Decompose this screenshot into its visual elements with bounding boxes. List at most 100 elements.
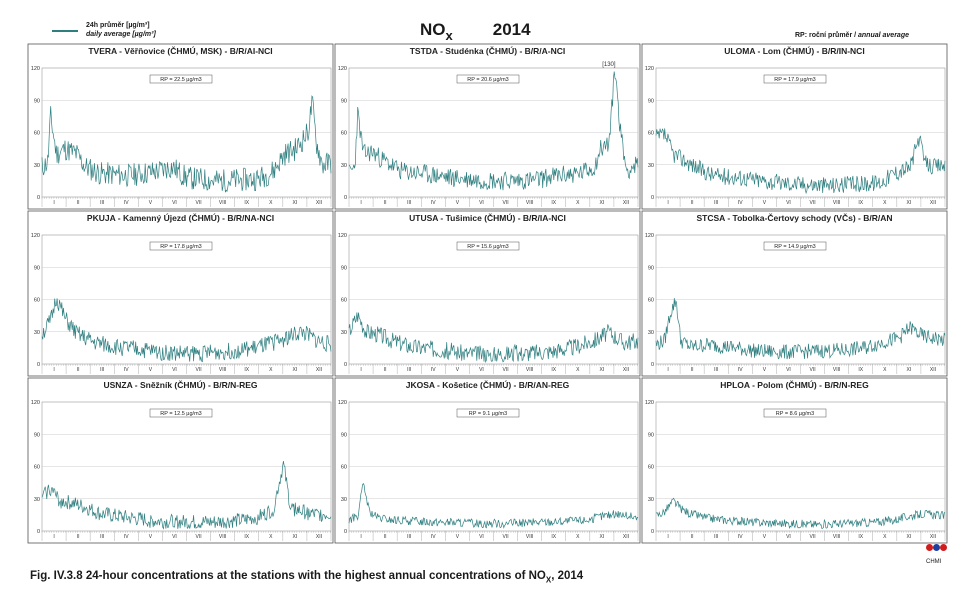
rp-label: RP = 12.5 µg/m3 (160, 411, 201, 417)
month-label: IX (551, 200, 556, 206)
month-label: I (360, 367, 361, 373)
month-label: V (149, 200, 153, 206)
y-tick-label: 60 (341, 298, 347, 304)
chart-panel-5: UTUSA - Tušimice (ČHMÚ) - B/R/IA-NCI 0 30 6… (334, 210, 641, 377)
month-label: VI (786, 367, 791, 373)
logo-dot-red-icon (926, 544, 933, 551)
y-tick-label: 120 (31, 66, 40, 72)
panel-frame (641, 377, 948, 544)
caption-prefix: Fig. IV.3.8 24-hour concentrations at th… (30, 570, 546, 582)
month-label: IV (431, 200, 436, 206)
panel-frame (641, 43, 948, 210)
month-label: II (384, 200, 387, 206)
y-tick-label: 90 (341, 98, 347, 104)
title-pollutant: NO (420, 20, 446, 39)
logo-dot-blue-icon (933, 544, 940, 551)
rp-note-cz: RP: roční průměr / (795, 32, 859, 39)
month-label: II (384, 367, 387, 373)
chart-title: USNZA - Sněžník (ČHMÚ) - B/R/N-REG (103, 379, 257, 390)
rp-box (763, 241, 827, 251)
rp-label: RP = 22.5 µg/m3 (160, 77, 201, 83)
month-label: V (456, 367, 460, 373)
chart-panel-3: ULOMA - Lom (ČHMÚ) - B/R/IN-NCI 0 30 60 90 12… (641, 43, 948, 210)
chart-title: STCSA - Tobolka-Čertovy schody (VČs) - B… (697, 212, 893, 223)
month-label: XII (623, 200, 629, 206)
y-tick-label: 120 (31, 233, 40, 239)
series-line (348, 312, 639, 364)
rp-label: RP = 17.9 µg/m3 (774, 77, 815, 83)
y-tick-label: 60 (648, 131, 654, 137)
month-label: VII (502, 534, 508, 540)
month-label: IV (124, 367, 129, 373)
y-tick-label: 60 (341, 465, 347, 471)
series-line (348, 482, 639, 529)
month-label: VII (809, 367, 815, 373)
month-label: XII (623, 534, 629, 540)
y-tick-label: 0 (651, 529, 654, 535)
chart-title: TVERA - Věřňovice (ČHMÚ, MSK) - B/R/AI-N… (88, 45, 272, 56)
legend: 24h průměr [µg/m³] daily average [µg/m³] (52, 22, 242, 42)
series-line (41, 298, 332, 363)
caption-subscript: X (545, 575, 552, 585)
panel-frame (641, 210, 948, 377)
month-label: VII (195, 534, 201, 540)
y-tick-label: 0 (344, 195, 347, 201)
month-label: III (407, 367, 411, 373)
month-label: XII (316, 367, 322, 373)
y-tick-label: 120 (645, 233, 654, 239)
y-tick-label: 30 (34, 497, 40, 503)
month-label: IX (551, 534, 556, 540)
month-label: VI (172, 367, 177, 373)
month-label: V (763, 534, 767, 540)
month-label: III (714, 534, 718, 540)
legend-swatch (52, 30, 78, 32)
month-label: VII (502, 367, 508, 373)
rp-box (763, 408, 827, 418)
logo-dot-red2-icon (940, 544, 947, 551)
month-label: III (407, 534, 411, 540)
month-label: XI (600, 200, 605, 206)
month-label: I (667, 367, 668, 373)
y-tick-label: 30 (34, 330, 40, 336)
month-label: VI (786, 200, 791, 206)
month-label: X (576, 367, 580, 373)
month-label: VI (172, 534, 177, 540)
month-label: I (53, 367, 54, 373)
y-tick-label: 120 (645, 66, 654, 72)
month-label: IX (858, 367, 863, 373)
series-line (41, 460, 332, 530)
y-tick-label: 90 (34, 432, 40, 438)
logo-text: CHMI (926, 559, 942, 565)
y-tick-label: 90 (34, 98, 40, 104)
rp-label: RP = 14.9 µg/m3 (774, 244, 815, 250)
series-line (348, 71, 639, 191)
month-label: IX (244, 367, 249, 373)
month-label: X (883, 200, 887, 206)
y-tick-label: 0 (37, 362, 40, 368)
legend-label-en: daily average [µg/m³] (86, 31, 156, 38)
chart-panel-4: PKUJA - Kamenný Újezd (ČHMÚ) - B/R/NA-NC… (27, 210, 334, 377)
month-label: IV (738, 200, 743, 206)
month-label: X (883, 534, 887, 540)
chart-panel-8: JKOSA - Košetice (ČHMÚ) - B/R/AN-REG 0 30 6… (334, 377, 641, 544)
month-label: XII (316, 534, 322, 540)
month-label: V (456, 200, 460, 206)
month-label: V (456, 534, 460, 540)
month-label: VI (479, 367, 484, 373)
month-label: III (100, 534, 104, 540)
chart-title: TSTDA - Studénka (ČHMÚ) - B/R/A-NCI (410, 45, 566, 56)
month-label: VIII (526, 200, 534, 206)
y-tick-label: 120 (338, 233, 347, 239)
month-label: VI (479, 200, 484, 206)
month-label: VIII (219, 534, 227, 540)
y-tick-label: 90 (648, 432, 654, 438)
legend-label-cz: 24h průměr [µg/m³] (86, 22, 150, 29)
y-tick-label: 60 (648, 298, 654, 304)
rp-box (149, 408, 213, 418)
month-label: IV (124, 200, 129, 206)
month-label: III (407, 200, 411, 206)
y-tick-label: 30 (34, 163, 40, 169)
month-label: XII (930, 534, 936, 540)
panel-frame (27, 43, 334, 210)
